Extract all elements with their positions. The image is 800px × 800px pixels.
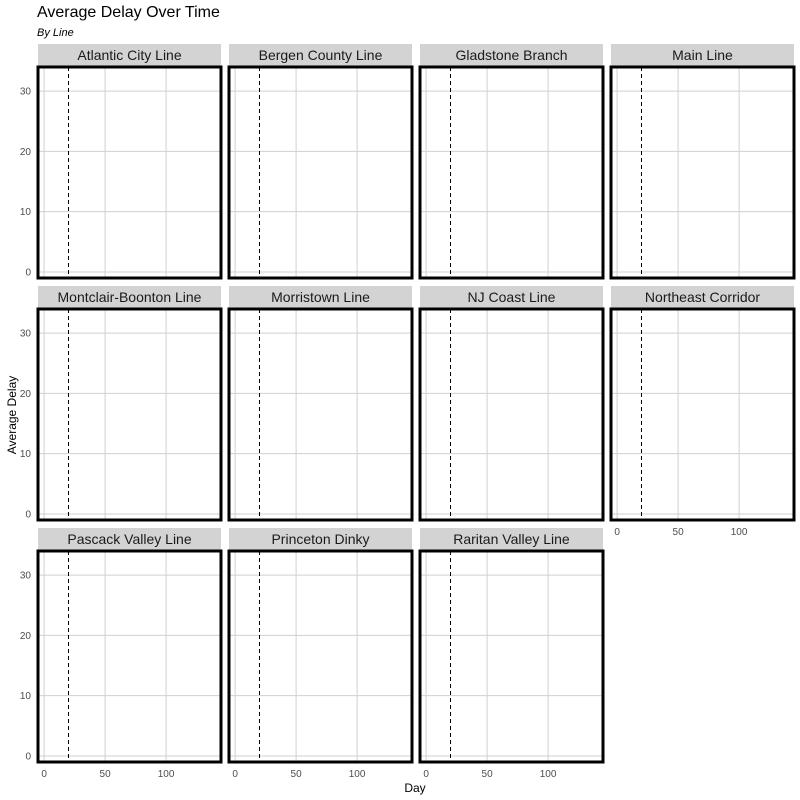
chart-title: Average Delay Over Time <box>37 4 220 21</box>
y-tick-label: 0 <box>25 751 31 762</box>
facet-strip-morristown-line <box>229 286 412 308</box>
facet-label-northeast-corridor: Northeast Corridor <box>645 289 760 305</box>
facet-strip-pascack-valley-line <box>38 528 221 550</box>
x-tick-label: 50 <box>291 769 303 780</box>
x-tick-label: 0 <box>614 527 620 538</box>
y-tick-label: 20 <box>20 631 32 642</box>
facet-label-gladstone-branch: Gladstone Branch <box>455 47 567 63</box>
facet-label-montclair-boonton-line: Montclair-Boonton Line <box>58 289 202 305</box>
facet-label-main-line: Main Line <box>672 47 733 63</box>
panel-border-pascack-valley-line <box>36 549 223 764</box>
facet-strip-atlantic-city-line <box>38 44 221 66</box>
panel-border-gladstone-branch <box>418 65 605 280</box>
x-tick-label: 100 <box>349 769 366 780</box>
x-axis-title: Day <box>404 781 425 795</box>
y-tick-label: 30 <box>20 571 32 582</box>
facet-label-pascack-valley-line: Pascack Valley Line <box>67 531 191 547</box>
facet-strip-gladstone-branch <box>420 44 603 66</box>
facet-strip-bergen-county-line <box>229 44 412 66</box>
y-tick-label: 30 <box>20 329 32 340</box>
y-tick-label: 30 <box>20 87 32 98</box>
panel-border-raritan-valley-line <box>418 549 605 764</box>
facet-label-raritan-valley-line: Raritan Valley Line <box>453 531 570 547</box>
panel-border-atlantic-city-line <box>36 65 223 280</box>
x-tick-label: 100 <box>158 769 175 780</box>
facet-label-atlantic-city-line: Atlantic City Line <box>77 47 181 63</box>
y-tick-label: 10 <box>20 691 32 702</box>
facet-label-bergen-county-line: Bergen County Line <box>259 47 383 63</box>
panel-border-bergen-county-line <box>227 65 414 280</box>
x-tick-label: 0 <box>232 769 238 780</box>
panel-border-morristown-line <box>227 307 414 522</box>
facet-strip-main-line <box>611 44 794 66</box>
y-tick-label: 10 <box>20 207 32 218</box>
y-tick-label: 0 <box>25 509 31 520</box>
y-tick-label: 20 <box>20 147 32 158</box>
panel-border-main-line <box>609 65 796 280</box>
y-tick-label: 0 <box>25 267 31 278</box>
facet-label-princeton-dinky: Princeton Dinky <box>271 531 369 547</box>
facet-strip-princeton-dinky <box>229 528 412 550</box>
facet-label-nj-coast-line: NJ Coast Line <box>468 289 556 305</box>
x-tick-label: 100 <box>540 769 557 780</box>
facet-strip-nj-coast-line <box>420 286 603 308</box>
panel-border-northeast-corridor <box>609 307 796 522</box>
panel-border-princeton-dinky <box>227 549 414 764</box>
panel-border-nj-coast-line <box>418 307 605 522</box>
chart-subtitle: By Line <box>37 27 74 39</box>
facet-label-morristown-line: Morristown Line <box>271 289 370 305</box>
panel-border-montclair-boonton-line <box>36 307 223 522</box>
x-tick-label: 0 <box>41 769 47 780</box>
facet-strip-raritan-valley-line <box>420 528 603 550</box>
x-tick-label: 50 <box>673 527 685 538</box>
facet-strip-montclair-boonton-line <box>38 286 221 308</box>
x-tick-label: 50 <box>482 769 494 780</box>
x-tick-label: 100 <box>731 527 748 538</box>
y-tick-label: 10 <box>20 449 32 460</box>
y-tick-label: 20 <box>20 389 32 400</box>
y-axis-title: Average Delay <box>5 376 19 455</box>
facet-strip-northeast-corridor <box>611 286 794 308</box>
x-tick-label: 50 <box>100 769 112 780</box>
x-tick-label: 0 <box>423 769 429 780</box>
